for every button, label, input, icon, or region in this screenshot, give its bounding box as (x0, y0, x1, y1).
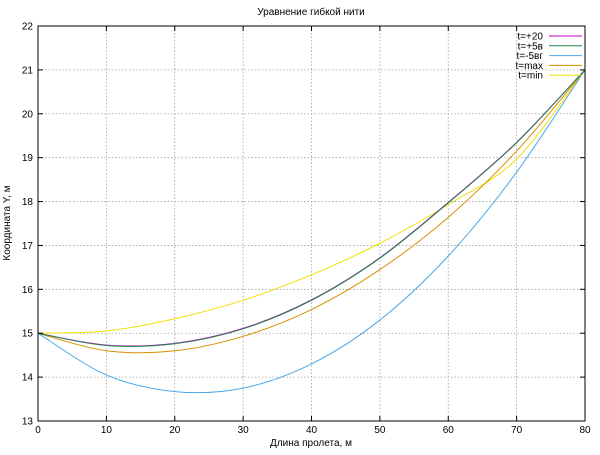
x-tick-label: 70 (511, 425, 523, 436)
x-tick-label: 60 (443, 425, 455, 436)
series-line (37, 69, 586, 347)
y-tick-label: 15 (22, 329, 34, 340)
series-line (37, 69, 586, 334)
x-tick-label: 80 (579, 425, 591, 436)
y-tick-label: 14 (22, 373, 34, 384)
x-tick-label: 50 (374, 425, 386, 436)
legend-label: t=min (518, 71, 543, 82)
y-tick-label: 19 (22, 153, 34, 164)
legend-label: t=+20 (517, 32, 543, 43)
y-tick-label: 16 (22, 285, 34, 296)
y-axis-label: Координата Y, м (2, 185, 13, 260)
series-line (37, 69, 586, 354)
x-tick-label: 40 (306, 425, 318, 436)
x-tick-label: 20 (169, 425, 181, 436)
series-lines (37, 69, 586, 394)
y-tick-label: 18 (22, 197, 34, 208)
chart-title: Уравнение гибкой нити (257, 6, 365, 18)
x-axis-ticks: 0 10 20 30 40 50 60 70 80 (35, 26, 591, 436)
x-tick-label: 0 (35, 425, 41, 436)
legend-label: t=-5вг (517, 51, 544, 62)
y-tick-label: 13 (22, 417, 34, 428)
y-tick-label: 20 (22, 109, 34, 120)
legend-label: t=+5в (518, 41, 543, 52)
y-tick-label: 21 (22, 65, 34, 76)
y-tick-label: 22 (22, 22, 34, 33)
grid (38, 26, 585, 421)
legend-label: t=max (515, 61, 543, 72)
series-line (37, 69, 586, 394)
y-axis-ticks: 13 14 15 16 17 18 19 20 21 22 (22, 22, 585, 428)
y-tick-label: 17 (22, 241, 34, 252)
x-tick-label: 10 (101, 425, 113, 436)
x-axis-label: Длина пролета, м (270, 438, 352, 449)
x-tick-label: 30 (238, 425, 250, 436)
